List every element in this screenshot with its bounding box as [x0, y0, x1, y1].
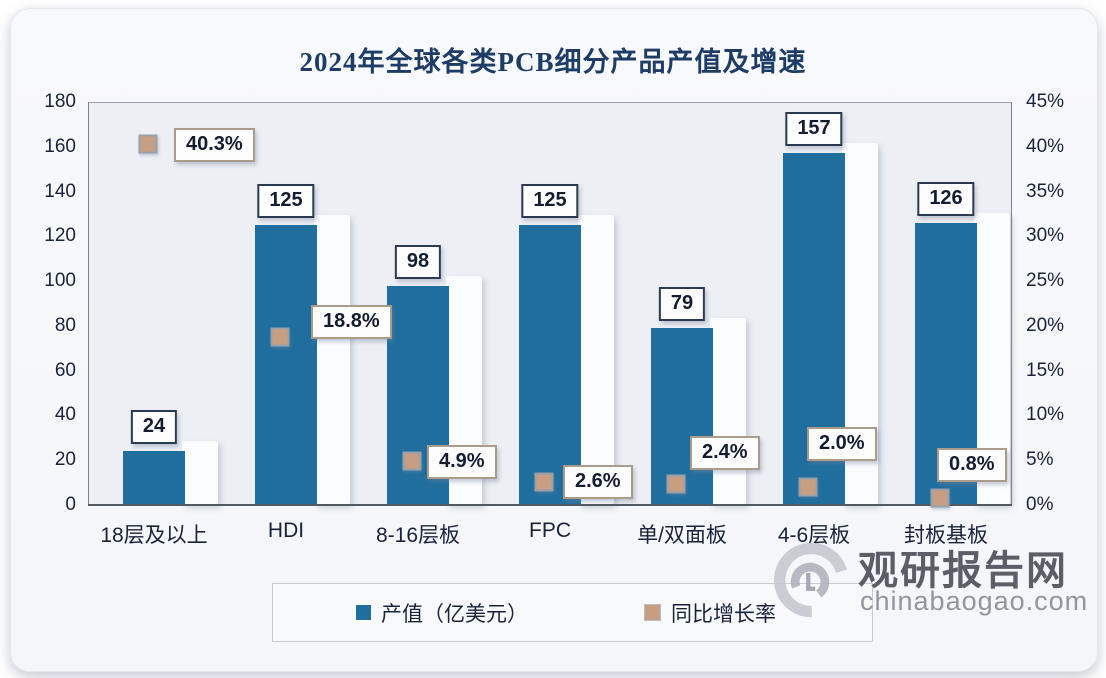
y-axis-tick-right: 15% [1026, 359, 1065, 381]
watermark-swirl-logo [774, 542, 847, 618]
growth-rate-label: 0.8% [937, 447, 1007, 482]
bar-highlight-band [710, 318, 746, 505]
x-axis-category-label: FPC [529, 519, 571, 542]
bar-value-label: 79 [658, 287, 706, 322]
y-axis-tick-left: 80 [54, 314, 76, 336]
x-axis-category-label: 18层及以上 [100, 524, 208, 547]
y-axis-tick-right: 30% [1026, 225, 1065, 247]
growth-rate-label: 2.4% [690, 435, 760, 470]
x-axis-category-label: 8-16层板 [375, 524, 461, 547]
growth-rate-label: 2.6% [563, 464, 633, 499]
growth-rate-marker [798, 477, 818, 497]
y-axis-tick-right: 40% [1026, 135, 1065, 157]
y-axis-tick-right: 20% [1026, 314, 1065, 336]
growth-rate-label: 40.3% [174, 128, 255, 163]
growth-rate-marker [138, 134, 158, 154]
y-axis-tick-right: 25% [1026, 270, 1065, 292]
bar-18层及以上 [123, 451, 185, 505]
y-axis-tick-left: 20 [54, 449, 76, 471]
x-axis-category-label: 单/双面板 [637, 524, 727, 547]
growth-rate-marker [402, 451, 422, 471]
bar-value-label: 126 [917, 181, 975, 216]
bar-value-label: 24 [130, 410, 178, 445]
growth-rate-marker [270, 327, 290, 347]
watermark-site-name: 观研报告网 [858, 549, 1068, 593]
bar-value-label: 98 [394, 244, 442, 279]
watermark-site-domain: chinabaogao.com [860, 586, 1089, 616]
bar-value-label: 125 [521, 184, 579, 219]
growth-rate-label: 2.0% [807, 427, 877, 462]
y-axis-tick-left: 40 [54, 404, 76, 426]
legend: 产值（亿美元） 同比增长率 [272, 583, 873, 642]
growth-rate-label: 4.9% [427, 445, 497, 480]
bar-series-swatch [356, 605, 371, 620]
plot-top-border [88, 102, 1012, 103]
y-axis-tick-right: 35% [1026, 180, 1065, 202]
bar-highlight-band [182, 441, 218, 505]
bar-highlight-band [578, 215, 614, 505]
bar-FPC [519, 225, 581, 505]
x-axis-category-label: 封板基板 [904, 524, 988, 547]
legend-label: 产值（亿美元） [381, 602, 528, 626]
growth-rate-marker [930, 488, 950, 508]
bar-HDI [255, 225, 317, 505]
bottom-axis-line [88, 504, 1012, 506]
y-axis-tick-right: 0% [1026, 494, 1054, 515]
legend-label: 同比增长率 [671, 602, 776, 626]
y-axis-tick-right: 10% [1026, 404, 1065, 426]
y-axis-tick-left: 100 [44, 270, 76, 292]
y-axis-tick-left: 180 [44, 91, 76, 112]
y-axis-tick-left: 160 [44, 135, 76, 157]
y-axis-tick-left: 120 [44, 225, 76, 247]
growth-rate-marker [666, 474, 686, 493]
bar-highlight-band [314, 215, 350, 505]
legend-item-output-value: 产值（亿美元） [356, 598, 528, 628]
left-axis-line [88, 102, 89, 505]
y-axis-tick-right: 5% [1026, 449, 1054, 471]
plot-area: 0 20 40 60 80 100 120 140 160 180 0% 5% 10% 15% 20% 25%… [44, 91, 1064, 547]
x-axis-category-label: HDI [267, 519, 305, 542]
y-axis-tick-left: 140 [44, 180, 76, 202]
chart-title: 2024年全球各类PCB细分产品产值及增速 [299, 47, 807, 77]
growth-rate-label: 18.8% [311, 304, 392, 339]
bar-value-label: 157 [785, 112, 843, 147]
right-axis-line [1011, 102, 1012, 505]
y-axis-tick-right: 45% [1026, 91, 1065, 112]
legend-item-growth-rate: 同比增长率 [644, 598, 776, 628]
y-axis-tick-left: 0 [65, 494, 76, 515]
y-axis-tick-left: 60 [54, 359, 76, 381]
bar-value-label: 125 [257, 184, 315, 219]
x-axis-category-label: 4-6层板 [777, 524, 851, 547]
growth-series-swatch [644, 604, 661, 621]
growth-rate-marker [534, 472, 554, 492]
